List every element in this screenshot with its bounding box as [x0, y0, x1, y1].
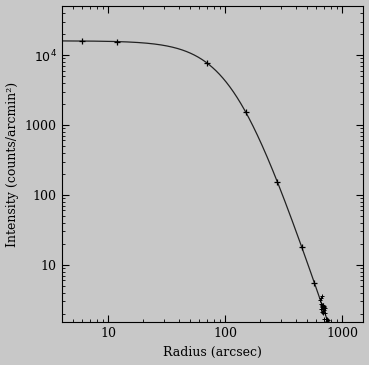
- X-axis label: Radius (arcsec): Radius (arcsec): [163, 346, 262, 359]
- Y-axis label: Intensity (counts/arcmin²): Intensity (counts/arcmin²): [6, 82, 19, 247]
